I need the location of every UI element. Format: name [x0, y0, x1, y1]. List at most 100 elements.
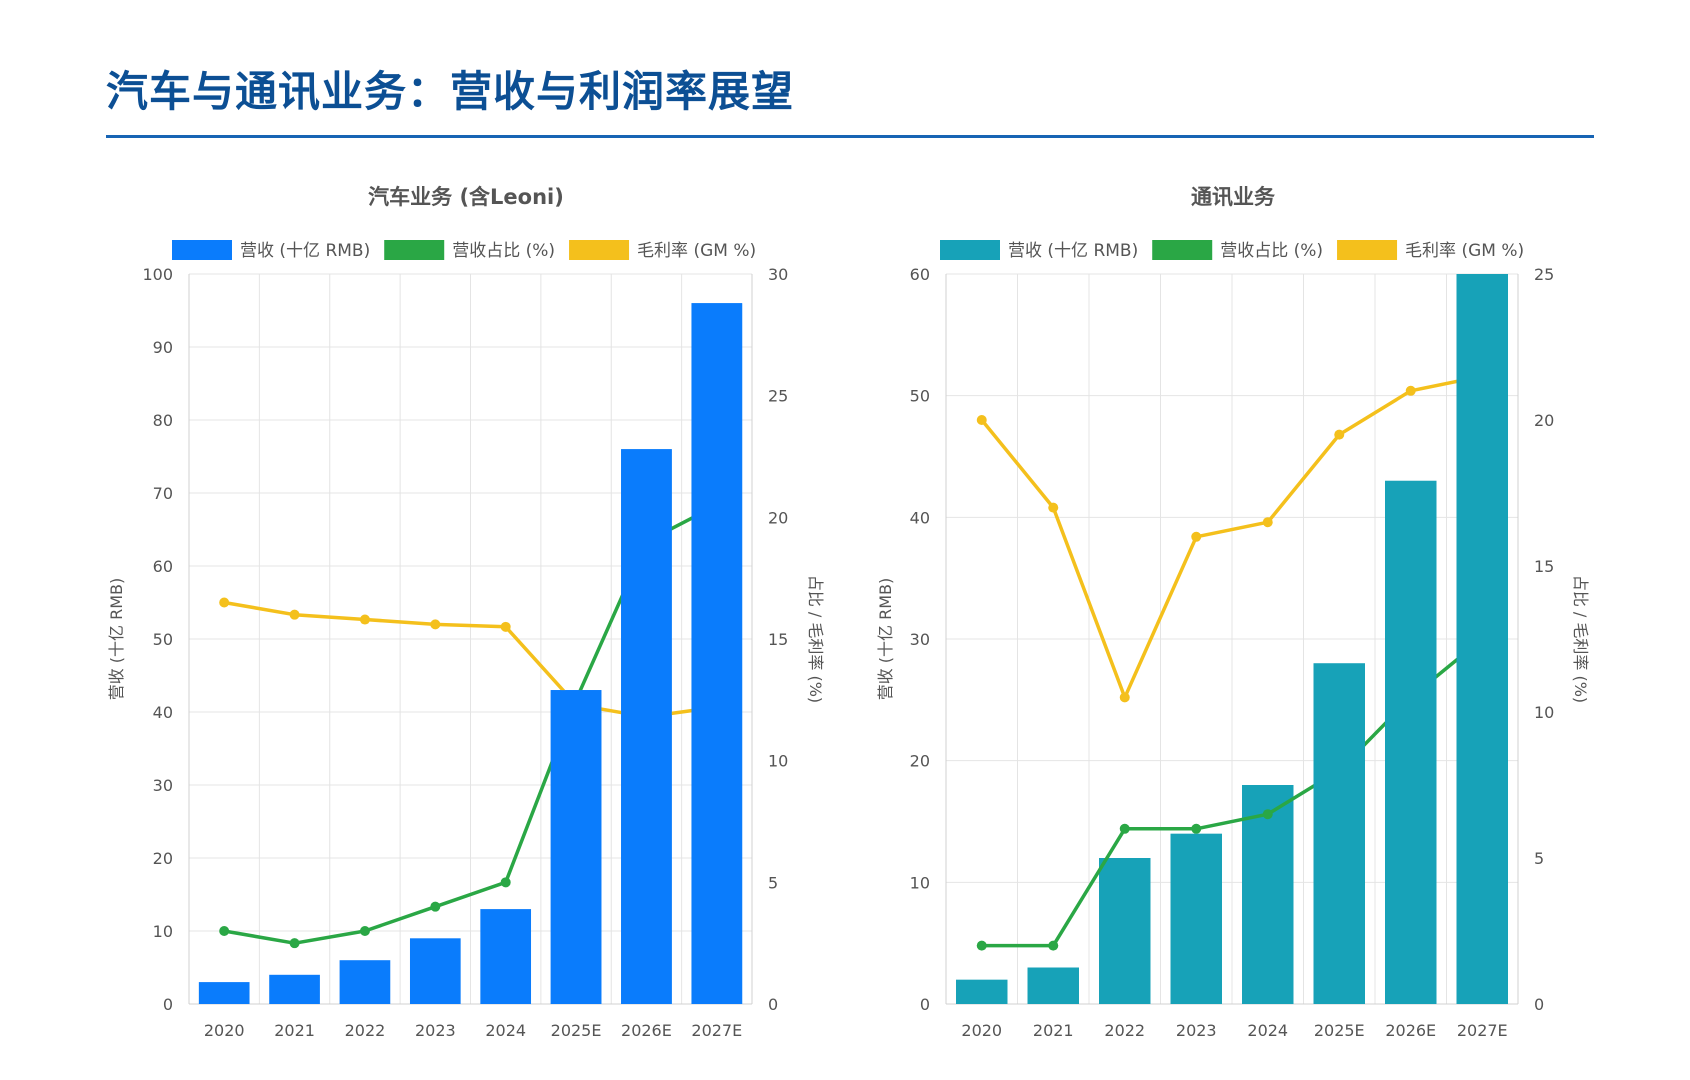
- auto-revenue-bar-2020: [198, 982, 250, 1004]
- comm-gm-point-2023: [1191, 531, 1202, 542]
- auto-revenue-bar-2024: [480, 909, 532, 1004]
- comm-ytick-label: 60: [910, 265, 930, 284]
- comm-ytick-label: 40: [910, 508, 930, 527]
- comm-xtick-label: 2027E: [1457, 1021, 1508, 1040]
- auto-gm-point-2023: [430, 619, 441, 630]
- comm-revenue-bar-2022: [1099, 858, 1151, 1004]
- comm-share-point-2024: [1262, 809, 1273, 820]
- auto-legend-swatch-1: [384, 240, 445, 260]
- auto-revenue-bar-front-2026E: [621, 449, 672, 1004]
- comm-legend-label-1: 营收占比 (%): [1220, 241, 1323, 261]
- auto-xtick-label: 2025E: [551, 1021, 602, 1040]
- comm-y2tick-label: 5: [1534, 849, 1544, 868]
- auto-y2tick-label: 5: [768, 873, 778, 892]
- auto-xtick-label: 2027E: [691, 1021, 742, 1040]
- auto-share-point-2024: [500, 877, 511, 888]
- comm-xtick-label: 2026E: [1385, 1021, 1436, 1040]
- auto-legend-swatch-2: [569, 240, 630, 260]
- comm-legend-label-2: 毛利率 (GM %): [1405, 241, 1524, 261]
- auto-ytick-label: 60: [153, 557, 173, 576]
- comm-legend-swatch-1: [1152, 240, 1213, 260]
- comm-gm-point-2026E: [1405, 385, 1416, 396]
- auto-y2tick-label: 25: [768, 387, 788, 406]
- auto-plot-area: [198, 303, 743, 1004]
- comm-legend-swatch-2: [1337, 240, 1398, 260]
- auto-ytick-label: 70: [153, 484, 173, 503]
- comm-xtick-label: 2024: [1247, 1021, 1288, 1040]
- auto-gm-point-2020: [219, 597, 230, 608]
- auto-revenue-bar-2022: [339, 960, 391, 1004]
- auto-revenue-bar-2023: [409, 938, 461, 1004]
- auto-ytick-label: 40: [153, 703, 173, 722]
- auto-chart-title: 汽车业务 (含Leoni): [368, 185, 564, 209]
- comm-gm-point-2020: [976, 415, 987, 425]
- comm-ytick-label: 20: [910, 752, 930, 771]
- comm-share-point-2021: [1048, 940, 1059, 951]
- auto-gm-point-2022: [359, 614, 370, 625]
- comm-revenue-bar-2024: [1242, 785, 1294, 1004]
- comm-gm-point-2025E: [1334, 429, 1345, 440]
- page-title: 汽车与通讯业务：营收与利润率展望: [106, 67, 795, 116]
- comm-y2tick-label: 10: [1534, 703, 1554, 722]
- title-rule: [106, 135, 1594, 138]
- comm-xtick-label: 2023: [1176, 1021, 1217, 1040]
- auto-y2tick-label: 0: [768, 995, 778, 1014]
- auto-share-point-2023: [430, 901, 441, 912]
- comm-xtick-label: 2021: [1033, 1021, 1074, 1040]
- auto-ytick-label: 50: [153, 630, 173, 649]
- comm-y2tick-label: 0: [1534, 995, 1544, 1014]
- auto-xtick-label: 2026E: [621, 1021, 672, 1040]
- auto-xtick-label: 2023: [415, 1021, 456, 1040]
- auto-xtick-label: 2021: [274, 1021, 315, 1040]
- auto-ytick-label: 80: [153, 411, 173, 430]
- comm-y2tick-label: 25: [1534, 265, 1554, 284]
- auto-share-point-2020: [219, 926, 230, 936]
- auto-revenue-bar-2021: [269, 974, 320, 1004]
- auto-ytick-label: 30: [153, 776, 173, 795]
- auto-ytick-label: 20: [153, 849, 173, 868]
- auto-y2tick-label: 30: [768, 265, 788, 284]
- auto-legend-label-1: 营收占比 (%): [452, 241, 555, 261]
- comm-ytick-label: 50: [910, 387, 930, 406]
- comm-xtick-label: 2025E: [1314, 1021, 1365, 1040]
- comm-gm-point-2022: [1119, 692, 1130, 703]
- comm-chart-title: 通讯业务: [1191, 185, 1276, 209]
- auto-gm-point-2024: [500, 621, 511, 632]
- comm-revenue-bar-front-2026E: [1385, 480, 1437, 1004]
- comm-revenue-bar-2020: [956, 979, 1008, 1004]
- auto-legend-swatch-0: [172, 240, 232, 260]
- auto-ytick-label: 90: [153, 338, 173, 357]
- comm-gm-point-2024: [1262, 517, 1273, 528]
- auto-legend-label-2: 毛利率 (GM %): [637, 241, 756, 261]
- auto-gm-point-2021: [289, 609, 300, 620]
- auto-ylabel: 营收 (十亿 RMB): [107, 578, 126, 701]
- comm-xtick-label: 2022: [1104, 1021, 1145, 1040]
- comm-gm-line: [980, 374, 1483, 700]
- comm-y2tick-label: 15: [1534, 557, 1554, 576]
- comm-ytick-label: 10: [910, 873, 930, 892]
- comm-legend-label-0: 营收 (十亿 RMB): [1008, 241, 1138, 261]
- auto-y2label: 占比 / 毛利率 (%): [806, 575, 825, 703]
- auto-revenue-bar-front-2025E: [550, 690, 602, 1004]
- auto-share-point-2021: [289, 938, 300, 949]
- auto-revenue-bar-front-2027E: [691, 303, 743, 1004]
- comm-revenue-bar-front-2027E: [1456, 274, 1508, 1004]
- comm-ylabel: 营收 (十亿 RMB): [876, 578, 895, 701]
- auto-xtick-label: 2020: [204, 1021, 245, 1040]
- auto-y2tick-label: 15: [768, 630, 788, 649]
- comm-share-point-2020: [976, 940, 987, 951]
- auto-y2tick-label: 20: [768, 508, 788, 527]
- auto-ytick-label: 0: [163, 995, 173, 1014]
- comm-revenue-bar-2021: [1027, 967, 1079, 1004]
- auto-xtick-label: 2024: [485, 1021, 526, 1040]
- auto-ytick-label: 100: [142, 265, 173, 284]
- auto-share-point-2022: [359, 926, 370, 936]
- auto-xtick-label: 2022: [345, 1021, 386, 1040]
- comm-ytick-label: 30: [910, 630, 930, 649]
- comm-plot-area: [956, 274, 1508, 1004]
- comm-share-point-2023: [1191, 823, 1202, 834]
- comm-gm-point-2021: [1048, 502, 1059, 513]
- comm-y2label: 占比 / 毛利率 (%): [1571, 575, 1590, 703]
- comm-legend-swatch-0: [940, 240, 1000, 260]
- comm-revenue-bar-2023: [1170, 833, 1222, 1004]
